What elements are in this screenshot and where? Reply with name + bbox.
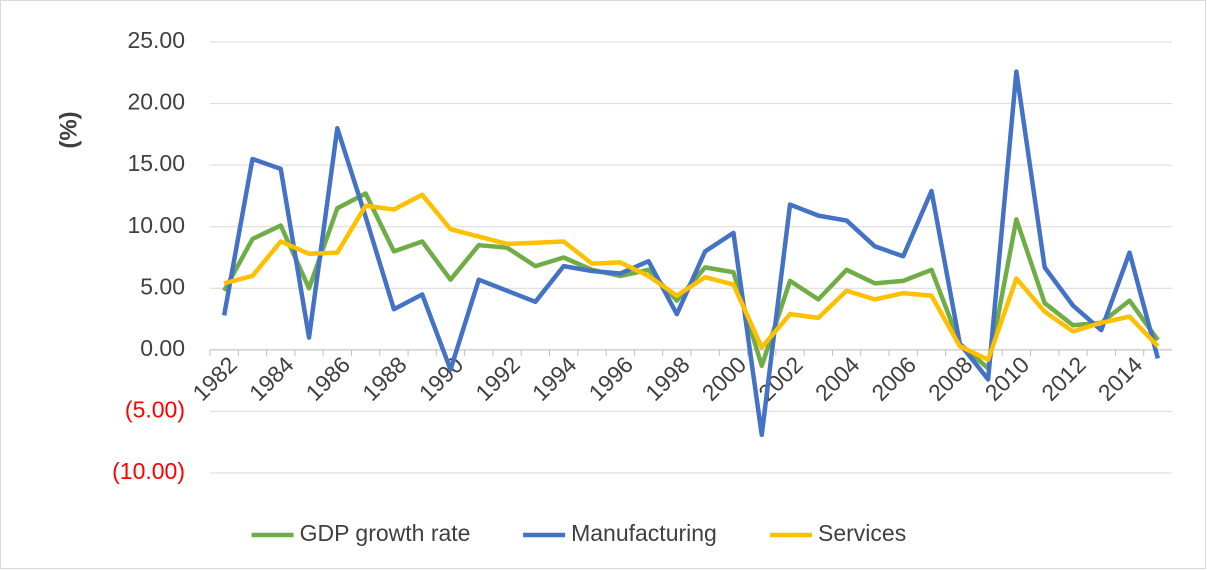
y-tick-label: 20.00 xyxy=(127,89,185,115)
y-tick-label: 0.00 xyxy=(140,335,185,361)
y-tick-label: 15.00 xyxy=(127,150,185,176)
y-tick-label: 25.00 xyxy=(127,27,185,53)
y-tick-label: 10.00 xyxy=(127,212,185,238)
legend-label: Services xyxy=(818,520,906,546)
series-line xyxy=(221,69,1161,438)
legend-label: GDP growth rate xyxy=(300,520,471,546)
series-line xyxy=(223,192,1160,362)
legend-label: Manufacturing xyxy=(571,520,717,546)
y-tick-label: 5.00 xyxy=(140,273,185,299)
y-tick-label: (5.00) xyxy=(125,397,185,423)
y-axis-label: (%) xyxy=(55,111,82,148)
y-tick-label: (10.00) xyxy=(112,458,185,484)
